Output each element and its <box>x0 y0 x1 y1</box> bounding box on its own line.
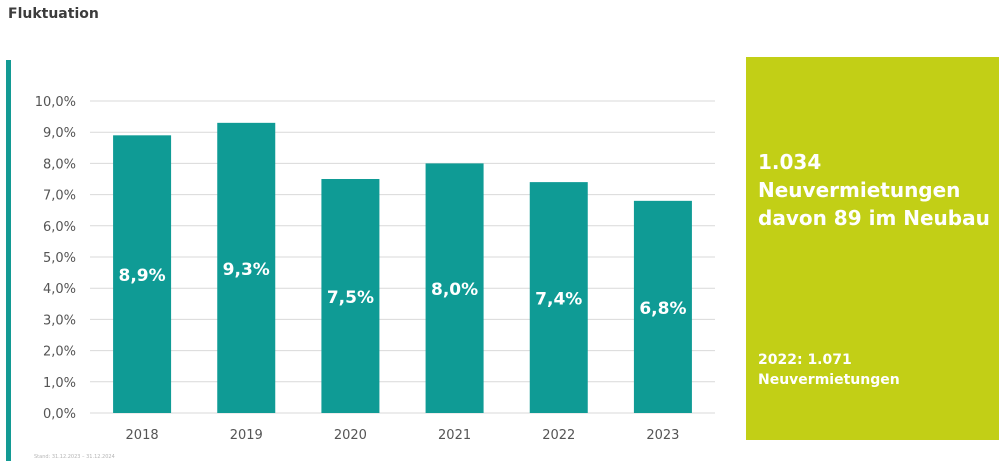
y-tick-label: 6,0% <box>43 220 76 235</box>
info-main-text: 1.034 Neuvermietungen davon 89 im Neubau <box>758 148 999 232</box>
info-prev-label: Neuvermietungen <box>758 372 900 388</box>
info-count: 1.034 <box>758 150 822 174</box>
y-tick-label: 5,0% <box>43 251 76 266</box>
y-tick-label: 8,0% <box>43 157 76 172</box>
accent-bar <box>6 60 11 461</box>
bar-data-label: 9,3% <box>223 260 270 280</box>
bar-data-label: 7,4% <box>535 290 582 310</box>
y-tick-label: 9,0% <box>43 126 76 141</box>
bar-data-label: 8,0% <box>431 280 478 300</box>
info-line2: Neuvermietungen <box>758 178 961 202</box>
page-title: Fluktuation <box>8 6 99 22</box>
y-tick-label: 0,0% <box>43 407 76 422</box>
footnote: Stand: 31.12.2023 – 31.12.2024 <box>34 454 115 460</box>
x-tick-label: 2023 <box>646 428 679 443</box>
x-tick-label: 2021 <box>438 428 471 443</box>
bar <box>425 163 484 413</box>
bar-data-label: 8,9% <box>119 266 166 286</box>
y-tick-label: 1,0% <box>43 376 76 391</box>
info-box: 1.034 Neuvermietungen davon 89 im Neubau… <box>746 57 999 440</box>
info-sub-text: 2022: 1.071 Neuvermietungen <box>758 350 900 390</box>
y-tick-label: 2,0% <box>43 345 76 360</box>
x-tick-label: 2019 <box>230 428 263 443</box>
bar-chart: 0,0% 1,0% 2,0% 3,0% 4,0% 5,0% 6,0% 7,0% 8,0% 9,0%… <box>35 95 715 443</box>
bar <box>633 200 692 413</box>
info-prev-year: 2022: 1.071 <box>758 352 852 368</box>
y-tick-label: 10,0% <box>35 95 76 110</box>
bar <box>113 135 172 413</box>
bar-data-label: 6,8% <box>639 299 686 319</box>
bar <box>217 122 276 413</box>
x-tick-label: 2018 <box>126 428 159 443</box>
x-tick-label: 2022 <box>542 428 575 443</box>
y-tick-label: 7,0% <box>43 189 76 204</box>
y-tick-label: 4,0% <box>43 282 76 297</box>
bar-data-label: 7,5% <box>327 288 374 308</box>
bar <box>529 182 588 413</box>
info-line3: davon 89 im Neubau <box>758 206 990 230</box>
bar <box>321 179 380 413</box>
x-tick-label: 2020 <box>334 428 367 443</box>
y-tick-label: 3,0% <box>43 313 76 328</box>
